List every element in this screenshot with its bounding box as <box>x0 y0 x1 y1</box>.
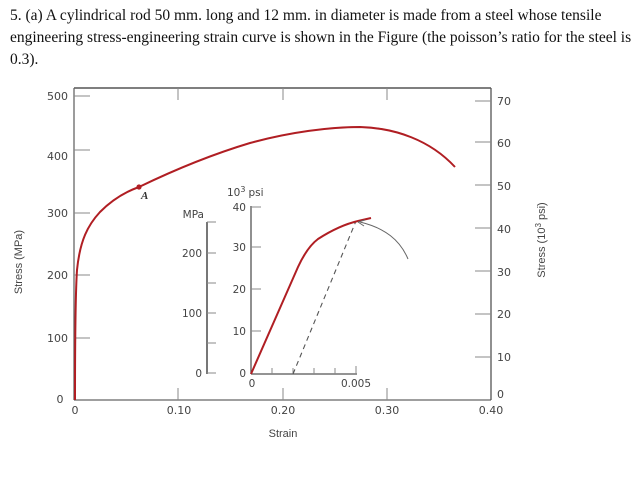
point-a-marker <box>136 184 142 190</box>
svg-text:200: 200 <box>47 269 68 282</box>
svg-text:100: 100 <box>182 308 202 320</box>
svg-text:10: 10 <box>497 351 511 364</box>
svg-text:0.10: 0.10 <box>167 404 192 417</box>
point-a-label: A <box>140 190 148 202</box>
svg-text:30: 30 <box>233 242 246 254</box>
svg-text:70: 70 <box>497 95 511 108</box>
svg-text:40: 40 <box>233 202 246 214</box>
svg-text:0.20: 0.20 <box>271 404 296 417</box>
svg-text:50: 50 <box>497 180 511 193</box>
svg-text:0.30: 0.30 <box>375 404 400 417</box>
left-axis-labels: 0 100 200 300 400 500 <box>47 90 68 406</box>
svg-text:200: 200 <box>182 248 202 260</box>
svg-text:500: 500 <box>47 90 68 103</box>
x-axis-title: Strain <box>269 428 298 440</box>
inset-psi-title: 103 psi <box>227 185 264 200</box>
inset-mpa-title: MPa <box>183 209 204 221</box>
inset-chart: MPa 200 100 0 103 psi 40 30 20 10 0 0 0.0… <box>182 185 409 390</box>
svg-text:0: 0 <box>249 378 256 390</box>
x-axis-ticks <box>177 88 388 400</box>
svg-text:20: 20 <box>497 308 511 321</box>
offset-line <box>292 220 357 375</box>
svg-text:400: 400 <box>47 150 68 163</box>
svg-text:20: 20 <box>233 284 246 296</box>
svg-text:300: 300 <box>47 207 68 220</box>
main-stress-strain-curve <box>74 125 456 401</box>
inset-stress-strain-curve <box>250 217 372 375</box>
x-axis-labels: 0 0.10 0.20 0.30 0.40 <box>72 404 504 417</box>
svg-text:0: 0 <box>195 368 202 380</box>
right-axis-labels: 0 10 20 30 40 50 60 70 <box>497 95 511 401</box>
magnification-arrow <box>359 221 409 260</box>
arrowhead-icon <box>357 219 366 227</box>
svg-text:60: 60 <box>497 137 511 150</box>
right-axis-title: Stress (103 psi) <box>534 202 549 277</box>
svg-text:0.005: 0.005 <box>341 378 371 390</box>
svg-text:0: 0 <box>497 388 504 401</box>
svg-text:0: 0 <box>57 393 64 406</box>
svg-text:0.40: 0.40 <box>479 404 504 417</box>
svg-text:0: 0 <box>239 368 246 380</box>
svg-text:10: 10 <box>233 326 246 338</box>
svg-text:40: 40 <box>497 223 511 236</box>
svg-text:0: 0 <box>72 404 79 417</box>
left-axis-title: Stress (MPa) <box>13 230 25 294</box>
svg-text:100: 100 <box>47 332 68 345</box>
problem-statement: 5. (a) A cylindrical rod 50 mm. long and… <box>10 7 632 68</box>
svg-text:30: 30 <box>497 266 511 279</box>
right-axis-ticks <box>475 100 491 358</box>
